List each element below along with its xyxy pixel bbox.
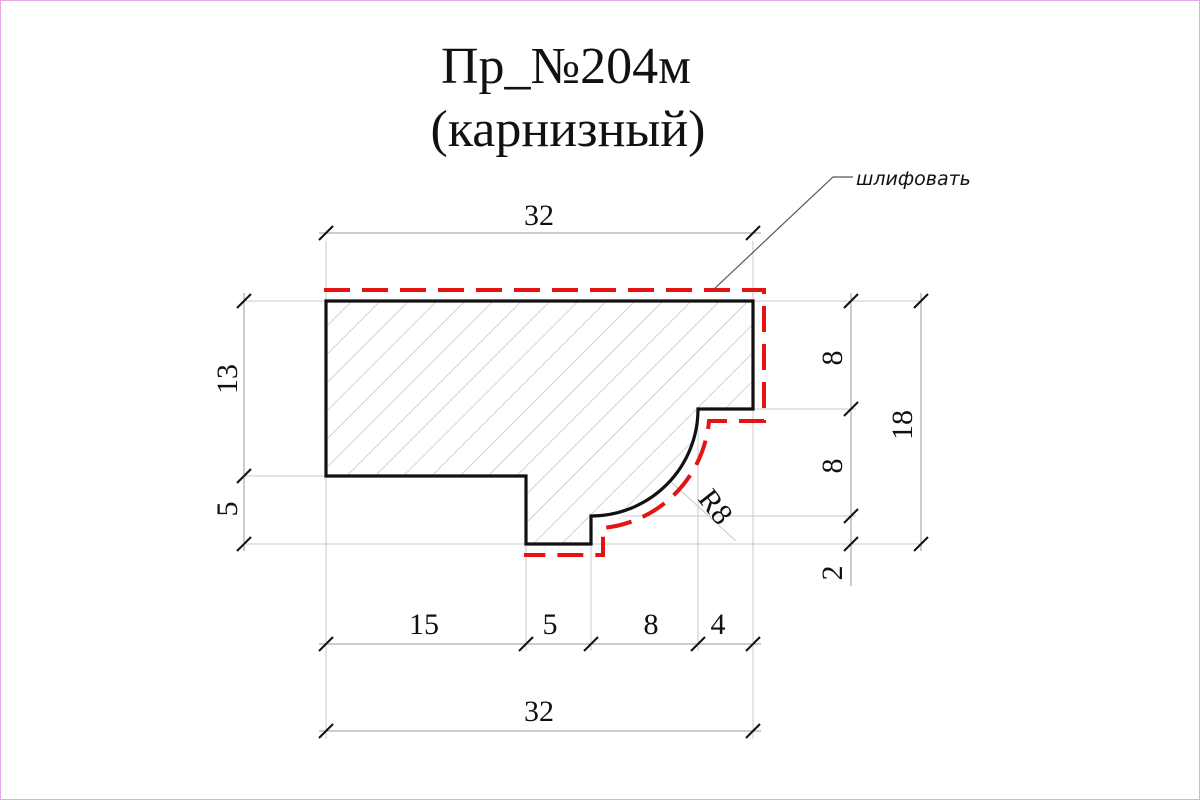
sanding-line [324,288,766,557]
profile-section [324,299,755,546]
title-line-1: Пр_№204м [441,38,691,95]
dim-left-upper: 13 [211,364,244,394]
sanding-leader [712,176,853,291]
dim-radius: R8 [691,483,739,531]
dim-bottom-seg-2: 5 [543,608,558,641]
dim-bottom-seg-1: 15 [409,608,439,641]
dim-top-width: 32 [524,199,554,232]
dim-right-middle: 8 [816,459,849,474]
dim-right-total: 18 [886,410,919,440]
dimension-lines [243,232,922,732]
dim-left-lower: 5 [211,502,244,517]
sanding-note: шлифовать [856,168,971,190]
dim-right-lower: 2 [816,566,849,581]
dim-bottom-seg-3: 8 [644,608,659,641]
dim-right-upper: 8 [816,351,849,366]
title-line-2: (карнизный) [431,101,706,158]
dim-bottom-seg-4: 4 [711,608,726,641]
dim-bottom-total: 32 [524,695,554,728]
dimension-ticks [236,225,929,739]
